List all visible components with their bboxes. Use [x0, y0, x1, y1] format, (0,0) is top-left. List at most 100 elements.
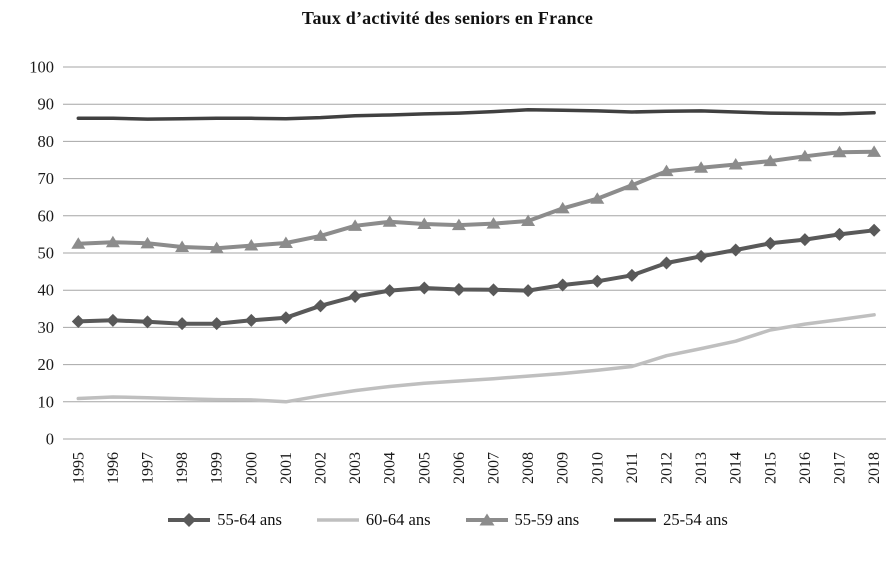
series-55-64-ans-diamond-marker [729, 243, 743, 257]
series-55-59-ans-triangle-marker [590, 192, 605, 204]
series-55-64-ans-line [76, 228, 877, 326]
x-tick-label: 2010 [589, 452, 606, 484]
series-55-64-ans-diamond-marker [487, 283, 500, 297]
x-tick-label: 2007 [486, 452, 503, 484]
x-tick-label: 2006 [451, 452, 468, 484]
x-tick-label: 1995 [70, 452, 87, 484]
series-55-59-ans-triangle-marker [71, 237, 86, 249]
series-55-59-ans-triangle-marker [105, 235, 120, 248]
x-tick-label: 2009 [555, 452, 572, 484]
series-55-64-ans-diamond-marker [417, 281, 431, 295]
series-55-59-ans-triangle-marker [797, 149, 812, 162]
series-55-64-ans-diamond-marker [660, 256, 673, 270]
x-tick-label: 1997 [140, 452, 157, 484]
y-tick-label: 60 [38, 206, 55, 225]
series-55-59-ans-triangle-marker [244, 239, 259, 251]
legend-item-55-59-ans: 55-59 ans [465, 510, 580, 530]
series-55-64-ans-diamond-marker [590, 274, 604, 288]
chart-legend: 55-64 ans 60-64 ans 55-59 ans 25-54 ans [0, 510, 895, 530]
legend-label: 60-64 ans [365, 510, 431, 529]
series-55-59-ans-triangle-marker [763, 154, 778, 167]
series-55-59-ans-triangle-marker [417, 217, 432, 229]
x-tick-label: 2005 [416, 452, 433, 484]
series-55-64-ans-diamond-marker [694, 249, 708, 263]
y-tick-label: 30 [38, 318, 55, 337]
series-55-64-ans-diamond-marker [314, 299, 327, 313]
series-55-59-ans-triangle-marker [486, 217, 501, 229]
x-tick-label: 2018 [866, 452, 883, 484]
series-55-59-ans-triangle-marker [694, 161, 709, 173]
series-55-59-ans-triangle-marker [659, 164, 674, 177]
series-55-59-ans-triangle-marker [382, 215, 397, 227]
series-55-59-ans-triangle-marker [832, 145, 847, 158]
series-55-64-ans-diamond-marker [452, 282, 466, 296]
legend-swatch-icon [168, 513, 211, 527]
x-tick-label: 2003 [347, 452, 364, 484]
legend-swatch-icon [614, 518, 657, 522]
series-55-64-ans-diamond-marker [71, 314, 85, 328]
x-tick-label: 2017 [832, 452, 849, 484]
y-tick-label: 0 [46, 430, 54, 449]
series-55-64-ans-diamond-marker [141, 315, 154, 329]
series-55-64-ans-diamond-marker [521, 284, 535, 298]
x-tick-label: 2013 [693, 452, 710, 484]
series-55-59-ans-triangle-marker [209, 241, 224, 254]
y-tick-label: 90 [38, 95, 55, 114]
legend-label: 25-54 ans [663, 510, 728, 529]
series-55-64-ans-diamond-marker [798, 233, 812, 247]
y-tick-label: 50 [38, 244, 55, 263]
series-55-64-ans-diamond-marker [348, 290, 362, 304]
y-tick-label: 100 [29, 58, 54, 77]
y-tick-label: 80 [38, 132, 55, 151]
y-tick-label: 40 [38, 281, 55, 300]
y-tick-label: 20 [38, 355, 55, 374]
series-55-64-ans-diamond-marker [279, 311, 293, 325]
x-tick-label: 1998 [174, 452, 191, 484]
legend-label: 55-59 ans [514, 510, 580, 529]
series-55-59-ans-triangle-marker [728, 157, 743, 170]
x-tick-label: 2001 [278, 452, 295, 484]
x-tick-label: 2004 [382, 452, 399, 484]
series-60-64-ans-line [76, 313, 876, 404]
legend-item-55-64-ans: 55-64 ans [167, 510, 282, 530]
x-tick-label: 2008 [520, 452, 537, 484]
series-55-64-ans-diamond-marker [556, 278, 570, 292]
y-tick-label: 10 [38, 392, 55, 411]
x-tick-label: 2012 [659, 452, 676, 484]
legend-label: 55-64 ans [217, 510, 282, 529]
series-55-59-ans-triangle-marker [175, 240, 190, 253]
series-55-59-ans-triangle-marker [348, 219, 363, 231]
series-55-59-ans-triangle-marker [867, 145, 882, 157]
legend-swatch-icon [465, 513, 508, 526]
series-55-64-ans-diamond-marker [175, 317, 189, 331]
series-55-59-ans-triangle-marker [278, 236, 293, 248]
series-55-64-ans-diamond-marker [383, 284, 397, 298]
x-tick-label: 1999 [209, 452, 226, 484]
series-55-59-ans-triangle-marker [521, 214, 536, 227]
series-55-64-ans-diamond-marker [106, 313, 120, 327]
series-55-64-ans-diamond-marker [833, 227, 846, 241]
series-25-54-ans-line [76, 108, 876, 121]
x-tick-label: 2002 [313, 452, 330, 484]
series-55-59-ans-triangle-marker [313, 229, 328, 241]
x-tick-label: 1996 [105, 452, 122, 484]
series-55-64-ans-diamond-marker [244, 313, 258, 327]
chart-title: Taux d’activité des seniors en France [301, 8, 594, 28]
x-tick-label: 2016 [797, 452, 814, 484]
x-tick-label: 2011 [624, 452, 641, 483]
series-55-59-ans-line [76, 149, 877, 251]
series-55-59-ans-triangle-marker [140, 236, 155, 249]
series-55-64-ans-diamond-marker [867, 223, 881, 237]
x-tick-label: 2015 [762, 452, 779, 484]
x-tick-label: 2000 [243, 452, 260, 484]
x-tick-label: 2014 [728, 452, 745, 484]
legend-item-60-64-ans: 60-64 ans [316, 510, 431, 530]
legend-item-25-54-ans: 25-54 ans [613, 510, 728, 530]
series-55-64-ans-diamond-marker [625, 268, 639, 282]
y-tick-label: 70 [38, 169, 55, 188]
series-55-59-ans-triangle-marker [555, 201, 570, 214]
series-55-64-ans-diamond-marker [763, 236, 777, 250]
legend-swatch-icon [316, 518, 359, 522]
series-55-59-ans-triangle-marker [451, 218, 466, 231]
